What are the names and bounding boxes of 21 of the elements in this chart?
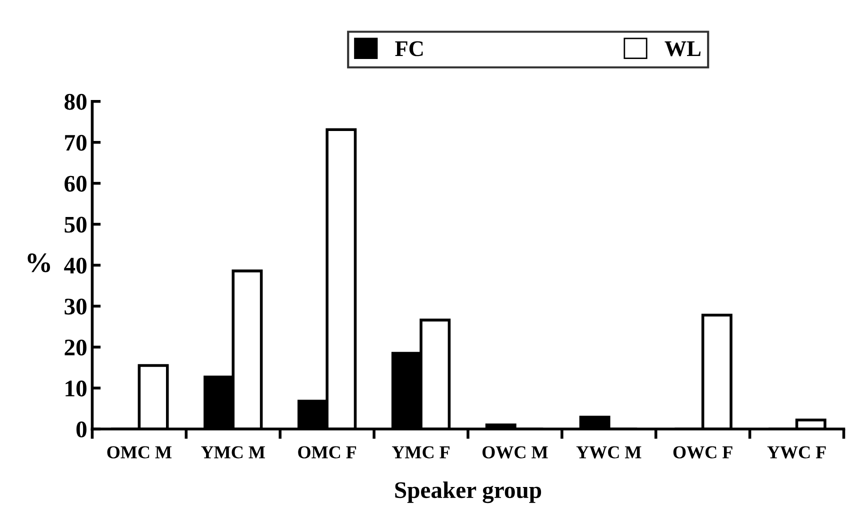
x-tick-label: YMC F [392,446,450,458]
y-tick-label: 10 [66,380,86,396]
x-axis-title: Speaker group [395,481,542,504]
x-tick-label: YWC M [576,446,642,458]
x-tick-label: OMC F [298,446,356,458]
y-tick-label: 60 [64,176,86,192]
x-tick-label: OWC M [482,446,548,458]
y-axis-title: % [28,253,50,272]
x-tick-label: OMC M [107,446,172,458]
y-tick-label: 50 [64,216,86,233]
y-tick-label: 70 [65,134,86,151]
y-tick-label: 0 [76,421,86,438]
x-tick-label: YWC F [767,446,826,458]
y-tick-label: 80 [64,94,86,110]
legend-label: WL [664,41,701,56]
legend-label: FC [395,41,423,56]
y-tick-label: 20 [64,340,86,356]
x-tick-label: OWC F [673,446,732,458]
y-tick-label: 40 [64,258,86,274]
x-tick-label: YMC M [201,446,265,458]
y-tick-label: 30 [64,298,86,315]
